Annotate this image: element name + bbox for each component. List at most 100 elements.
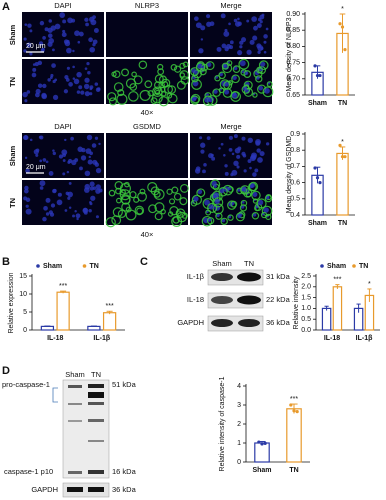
- cell: [251, 212, 260, 220]
- nucleus: [39, 180, 46, 187]
- nucleus: [242, 86, 248, 91]
- cell: [196, 188, 206, 198]
- nucleus: [223, 154, 226, 157]
- y-tick-label: 0.65: [286, 92, 300, 99]
- nucleus: [45, 197, 51, 203]
- nucleus: [95, 215, 99, 219]
- nucleus: [62, 19, 67, 24]
- y-tick-label: 0: [23, 327, 27, 334]
- data-point: [263, 441, 267, 445]
- x-tick-label: TN: [338, 100, 347, 107]
- cell: [182, 61, 189, 68]
- nucleus: [83, 210, 88, 215]
- band-label: IL-1β: [187, 272, 205, 281]
- cell: [121, 68, 129, 77]
- bar: [87, 325, 101, 331]
- nucleus: [90, 19, 97, 26]
- nucleus: [66, 47, 72, 54]
- nucleus: [49, 76, 53, 79]
- nucleus: [89, 87, 93, 91]
- nucleus: [72, 214, 75, 218]
- nucleus: [23, 37, 27, 41]
- bar: [332, 286, 343, 331]
- data-point: [340, 155, 345, 159]
- cell: [207, 202, 218, 213]
- y-tick-label: 2.5: [301, 273, 311, 280]
- significance: ***: [106, 303, 114, 310]
- y-tick-label: 4: [237, 383, 241, 390]
- panel-label: D: [2, 365, 10, 377]
- nucleus: [29, 138, 33, 142]
- nucleus: [39, 159, 43, 163]
- cell: [257, 66, 267, 75]
- row-label: TN: [8, 77, 17, 87]
- nucleus: [92, 186, 97, 191]
- nucleus: [224, 171, 229, 176]
- x-tick-label: Sham: [252, 467, 271, 474]
- nucleus: [68, 206, 72, 210]
- cell: [205, 61, 215, 71]
- cell: [169, 206, 179, 216]
- cell: [105, 217, 116, 228]
- cell: [112, 70, 121, 79]
- nucleus: [233, 18, 238, 23]
- nucleus: [89, 92, 93, 96]
- cell: [190, 95, 200, 105]
- nucleus: [68, 181, 72, 185]
- cell: [170, 64, 178, 71]
- cell: [175, 210, 182, 217]
- nucleus: [67, 196, 71, 200]
- nucleus: [200, 38, 204, 41]
- cell: [115, 187, 122, 195]
- y-axis-title: Relative intensity of caspase-1: [219, 376, 226, 471]
- nucleus: [66, 66, 70, 70]
- y-tick-label: 0.80: [286, 43, 300, 50]
- cell: [125, 206, 132, 213]
- band: [68, 420, 82, 422]
- nucleus: [249, 182, 255, 188]
- nucleus: [67, 158, 73, 164]
- band: [68, 385, 82, 388]
- nucleus: [74, 158, 79, 162]
- nucleus: [29, 29, 33, 33]
- significance: *: [341, 139, 344, 146]
- nucleus: [247, 159, 252, 163]
- nucleus: [241, 136, 246, 141]
- data-point: [338, 143, 342, 147]
- nucleus: [259, 20, 263, 24]
- band-label: pro-caspase-1: [2, 380, 50, 389]
- cell: [171, 186, 179, 194]
- cell: [179, 197, 188, 206]
- nucleus: [255, 138, 261, 145]
- cell: [240, 199, 248, 207]
- cell: [121, 195, 131, 205]
- nucleus: [232, 75, 237, 81]
- cell: [136, 207, 144, 215]
- magnification: 40×: [141, 230, 154, 239]
- nucleus: [24, 188, 29, 194]
- band-label: GAPDH: [177, 318, 204, 327]
- panel-label: B: [2, 256, 10, 268]
- cell: [173, 192, 182, 201]
- cell: [195, 62, 206, 72]
- nucleus: [249, 166, 252, 170]
- nucleus: [211, 156, 216, 161]
- cell: [164, 84, 174, 94]
- data-point: [318, 73, 322, 78]
- nucleus: [237, 50, 243, 56]
- cell: [227, 214, 234, 221]
- micrograph: [106, 12, 188, 57]
- nucleus: [31, 72, 37, 78]
- cell: [243, 70, 252, 78]
- lane-label: Sham: [212, 259, 232, 268]
- nucleus: [86, 62, 90, 66]
- nucleus: [42, 83, 47, 89]
- nucleus: [257, 50, 261, 55]
- band-size: 51 kDa: [112, 380, 137, 389]
- lane-label: Sham: [65, 370, 85, 379]
- nucleus: [203, 163, 207, 167]
- nucleus: [63, 89, 69, 94]
- nucleus: [88, 209, 92, 213]
